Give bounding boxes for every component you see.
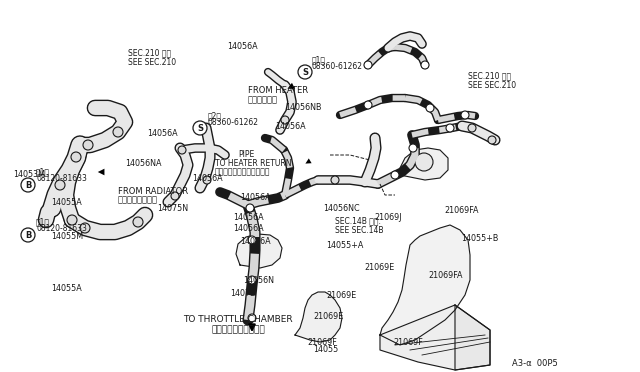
Circle shape xyxy=(113,127,123,137)
Text: 14056A: 14056A xyxy=(234,224,264,233)
Text: （1）: （1） xyxy=(312,55,326,64)
Text: 21069F: 21069F xyxy=(307,338,337,347)
Text: TO HEATER RETURN: TO HEATER RETURN xyxy=(215,158,291,167)
Text: B: B xyxy=(25,231,31,240)
Text: 21069FA: 21069FA xyxy=(429,271,463,280)
Text: TO THROTTLE CHAMBER: TO THROTTLE CHAMBER xyxy=(183,315,293,324)
Text: 14055A: 14055A xyxy=(51,198,82,207)
Text: 08360-61262: 08360-61262 xyxy=(312,61,363,71)
Text: 14055A: 14055A xyxy=(51,284,82,293)
Circle shape xyxy=(248,276,256,284)
Text: 14055M: 14055M xyxy=(51,232,83,241)
Text: SEC.210 参照: SEC.210 参照 xyxy=(128,48,171,58)
Text: SEE SEC.210: SEE SEC.210 xyxy=(468,80,516,90)
Polygon shape xyxy=(295,292,342,342)
Text: 08120-81633: 08120-81633 xyxy=(36,173,87,183)
Circle shape xyxy=(409,144,417,152)
Text: 14056NC: 14056NC xyxy=(323,204,360,213)
Circle shape xyxy=(298,65,312,79)
Text: スロットチャンバーへ: スロットチャンバーへ xyxy=(211,326,265,334)
Text: 21069J: 21069J xyxy=(374,213,402,222)
Text: 14056A: 14056A xyxy=(227,42,258,51)
Text: 14056NA: 14056NA xyxy=(125,159,161,168)
Circle shape xyxy=(446,124,454,132)
Circle shape xyxy=(193,121,207,135)
Circle shape xyxy=(461,111,469,119)
Text: SEE SEC.210: SEE SEC.210 xyxy=(128,58,176,67)
Polygon shape xyxy=(400,148,448,180)
Text: 14055: 14055 xyxy=(314,345,339,354)
Text: （1）: （1） xyxy=(36,218,50,227)
Circle shape xyxy=(426,104,434,112)
Text: 14075N: 14075N xyxy=(157,204,188,213)
Polygon shape xyxy=(236,234,282,268)
Circle shape xyxy=(421,61,429,69)
Text: 21069FA: 21069FA xyxy=(445,206,479,215)
Text: ヒーターリターンパイプへ: ヒーターリターンパイプへ xyxy=(215,167,271,176)
Text: （2）: （2） xyxy=(208,112,222,121)
Circle shape xyxy=(364,61,372,69)
Text: 21069F: 21069F xyxy=(394,338,423,347)
Text: FROM RADIATOR: FROM RADIATOR xyxy=(118,186,188,196)
Circle shape xyxy=(80,223,90,233)
Text: 21069E: 21069E xyxy=(365,263,395,272)
Text: 14055+B: 14055+B xyxy=(461,234,498,243)
Text: 14056A: 14056A xyxy=(240,237,271,246)
Text: 14056A: 14056A xyxy=(234,213,264,222)
Polygon shape xyxy=(455,305,490,370)
Text: 14056A: 14056A xyxy=(275,122,306,131)
Text: （1）: （1） xyxy=(36,167,50,176)
Text: S: S xyxy=(197,124,203,132)
Circle shape xyxy=(248,236,256,244)
Text: 14053M: 14053M xyxy=(13,170,45,179)
Circle shape xyxy=(71,152,81,162)
Circle shape xyxy=(364,101,372,109)
Circle shape xyxy=(203,176,211,184)
Text: 08120-81633: 08120-81633 xyxy=(36,224,87,232)
Text: 21069E: 21069E xyxy=(326,291,356,300)
Text: SEC.210 参照: SEC.210 参照 xyxy=(468,71,511,80)
Text: 14056NB: 14056NB xyxy=(285,103,321,112)
Circle shape xyxy=(178,146,186,154)
Text: 14056A: 14056A xyxy=(192,174,223,183)
Text: SEC.14B 参照.: SEC.14B 参照. xyxy=(335,217,381,225)
Text: A3-α  00P5: A3-α 00P5 xyxy=(512,359,558,369)
Text: 14056N: 14056N xyxy=(243,276,274,285)
Circle shape xyxy=(281,116,289,124)
Circle shape xyxy=(133,217,143,227)
Circle shape xyxy=(171,192,179,200)
Text: 14056A: 14056A xyxy=(240,193,271,202)
Text: S: S xyxy=(302,67,308,77)
Circle shape xyxy=(21,178,35,192)
Circle shape xyxy=(391,171,399,179)
Text: 08360-61262: 08360-61262 xyxy=(208,118,259,126)
Circle shape xyxy=(55,180,65,190)
Circle shape xyxy=(488,136,496,144)
Text: SEE SEC.14B: SEE SEC.14B xyxy=(335,225,383,234)
Text: FROM HEATER: FROM HEATER xyxy=(248,86,308,94)
Circle shape xyxy=(246,204,254,212)
Circle shape xyxy=(468,124,476,132)
Text: ラジエーターより: ラジエーターより xyxy=(118,196,158,205)
Polygon shape xyxy=(380,305,490,370)
Circle shape xyxy=(67,215,77,225)
Text: B: B xyxy=(25,180,31,189)
Polygon shape xyxy=(380,225,470,345)
Circle shape xyxy=(83,140,93,150)
Circle shape xyxy=(248,314,256,322)
Circle shape xyxy=(331,176,339,184)
Text: 14055+A: 14055+A xyxy=(326,241,364,250)
Text: 14075: 14075 xyxy=(230,289,255,298)
Text: 21069E: 21069E xyxy=(314,312,344,321)
Text: ヒーターより: ヒーターより xyxy=(248,96,278,105)
Circle shape xyxy=(415,153,433,171)
Circle shape xyxy=(21,228,35,242)
Text: 14056A: 14056A xyxy=(147,129,178,138)
Text: PIPE: PIPE xyxy=(238,150,254,158)
